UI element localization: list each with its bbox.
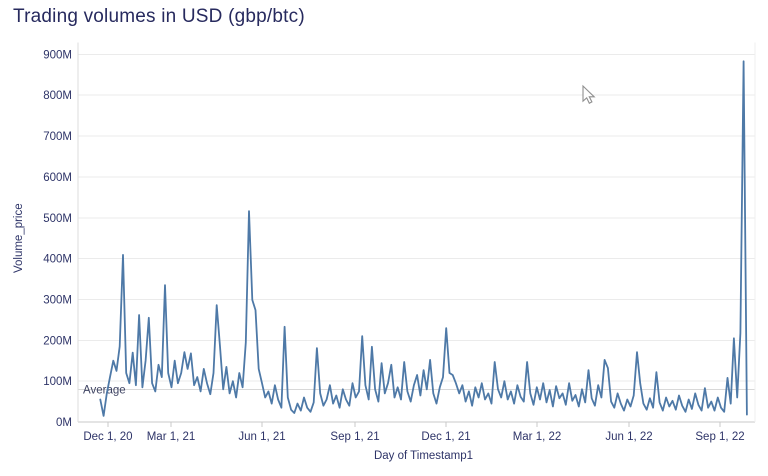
y-tick-label: 600M xyxy=(43,172,72,184)
volume-series-line[interactable] xyxy=(99,60,748,417)
y-gridlines xyxy=(78,53,755,423)
pointer-arrow xyxy=(582,84,596,104)
x-tick-label: Dec 1, 21 xyxy=(421,431,470,443)
y-tick-label: 300M xyxy=(43,294,72,306)
mouse-cursor-icon xyxy=(582,84,596,104)
x-tick-label: Mar 1, 21 xyxy=(147,431,196,443)
y-tick-label: 500M xyxy=(43,213,72,225)
x-axis-title: Day of Timestamp1 xyxy=(374,450,473,462)
y-tick-label: 200M xyxy=(43,335,72,347)
x-tick-label: Mar 1, 22 xyxy=(513,431,562,443)
average-line-label: Average xyxy=(83,384,126,396)
x-tick-label: Dec 1, 20 xyxy=(83,431,132,443)
x-tick-label: Sep 1, 21 xyxy=(330,431,379,443)
y-tick-label: 100M xyxy=(43,376,72,388)
y-tick-label: 900M xyxy=(43,49,72,61)
y-tick-label: 0M xyxy=(56,417,72,429)
y-tick-label: 700M xyxy=(43,131,72,143)
x-tick-marks xyxy=(107,422,721,427)
y-tick-labels: 0M 100M 200M 300M 400M 500M 600M 700M 800M 900M xyxy=(43,49,72,429)
y-tick-label: 400M xyxy=(43,254,72,266)
chart-title: Trading volumes in USD (gbp/btc) xyxy=(13,6,305,27)
x-tick-labels: Dec 1, 20 Mar 1, 21 Jun 1, 21 Sep 1, 21 Dec … xyxy=(83,431,744,443)
x-tick-label: Jun 1, 22 xyxy=(605,431,652,443)
x-tick-label: Sep 1, 22 xyxy=(695,431,744,443)
y-tick-label: 800M xyxy=(43,90,72,102)
x-tick-label: Jun 1, 21 xyxy=(238,431,285,443)
y-axis-title: Volume_price xyxy=(13,203,25,273)
